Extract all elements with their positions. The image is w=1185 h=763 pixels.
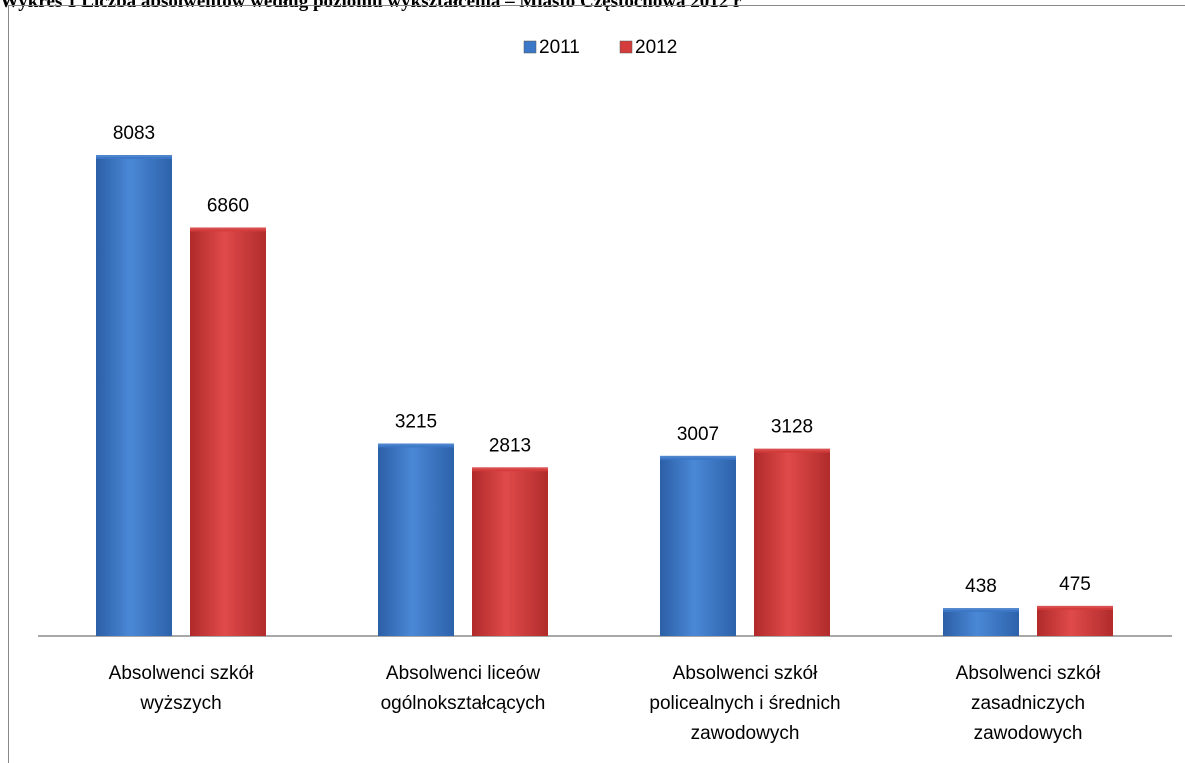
legend-label-2012: 2012 (635, 37, 677, 58)
bar-2011-0 (96, 157, 172, 636)
bar-2011-1 (378, 445, 454, 636)
category-label-0-0: Absolwenci szkół (109, 663, 254, 684)
legend-swatch-2011 (523, 40, 537, 54)
data-label-2012-2: 3128 (771, 417, 813, 438)
bar-2012-2 (754, 450, 830, 636)
data-label-2012-0: 6860 (207, 195, 249, 216)
category-label-1-0: Absolwenci liceów (386, 663, 540, 684)
category-label-0-1: wyższych (139, 693, 221, 714)
bar-cap-2012-2 (754, 448, 830, 453)
bar-2012-3 (1037, 607, 1113, 636)
category-label-2-0: Absolwenci szkół (673, 663, 818, 684)
category-label-3-0: Absolwenci szkół (956, 663, 1101, 684)
bar-cap-2011-2 (660, 455, 736, 460)
data-label-2012-1: 2813 (489, 435, 531, 456)
data-label-2012-3: 475 (1059, 574, 1091, 595)
legend-label-2011: 2011 (539, 37, 580, 58)
category-label-3-1: zasadniczych (971, 693, 1085, 714)
data-label-2011-2: 3007 (677, 424, 719, 445)
data-label-2011-0: 8083 (113, 123, 155, 144)
bar-cap-2011-0 (96, 155, 172, 159)
legend-swatch-2012 (619, 40, 633, 54)
category-label-2-2: zawodowych (691, 723, 800, 744)
category-label-2-1: policealnych i średnich (649, 693, 840, 714)
bar-2011-3 (943, 610, 1019, 636)
category-label-1-1: ogólnokształcących (381, 693, 546, 714)
data-label-2011-3: 438 (965, 576, 997, 597)
bar-2011-2 (660, 457, 736, 636)
bar-cap-2012-1 (472, 467, 548, 472)
data-label-2011-1: 3215 (395, 411, 437, 432)
bar-cap-2012-0 (190, 227, 266, 232)
page-title: Wykres 1 Liczba absolwentów według pozio… (0, 0, 742, 12)
bar-2012-1 (472, 469, 548, 636)
bar-cap-2011-1 (378, 443, 454, 448)
chart-frame (8, 5, 1185, 763)
bar-2012-0 (190, 229, 266, 636)
category-label-3-2: zawodowych (974, 723, 1083, 744)
bar-cap-2012-3 (1037, 605, 1113, 610)
bar-cap-2011-3 (943, 608, 1019, 613)
